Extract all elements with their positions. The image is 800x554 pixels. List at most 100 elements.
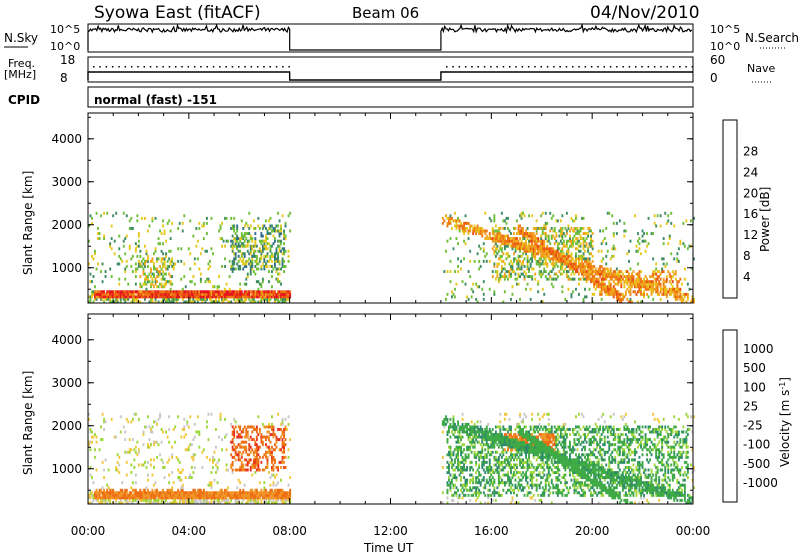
heatmap-cell xyxy=(265,265,267,268)
heatmap-cell xyxy=(239,425,242,429)
heatmap-cell xyxy=(488,471,491,475)
heatmap-cell xyxy=(507,216,509,220)
heatmap-cell xyxy=(136,290,139,294)
heatmap-cell xyxy=(144,282,146,286)
heatmap-cell xyxy=(271,491,273,495)
heatmap-cell xyxy=(479,232,482,236)
heatmap-cell xyxy=(91,493,93,497)
heatmap-cell xyxy=(192,455,195,459)
heatmap-cell xyxy=(458,433,461,437)
heatmap-cell xyxy=(202,221,205,225)
heatmap-cell xyxy=(499,476,502,480)
heatmap-cell xyxy=(470,438,473,442)
heatmap-cell xyxy=(641,282,644,286)
heatmap-cell xyxy=(473,433,476,437)
heatmap-cell xyxy=(265,501,267,505)
heatmap-cell xyxy=(249,498,252,502)
heatmap-cell xyxy=(202,493,205,497)
heatmap-cell xyxy=(157,300,160,304)
heatmap-cell xyxy=(467,438,470,442)
heatmap-cell xyxy=(283,460,286,464)
heatmap-cell xyxy=(218,229,221,233)
heatmap-cell xyxy=(525,234,528,238)
heatmap-cell xyxy=(153,496,155,500)
heatmap-cell xyxy=(602,229,605,233)
heatmap-cell xyxy=(183,501,186,505)
heatmap-cell xyxy=(265,262,267,266)
heatmap-cell xyxy=(165,496,168,500)
heatmap-cell xyxy=(172,496,175,500)
heatmap-cell xyxy=(195,493,198,497)
heatmap-cell xyxy=(508,466,511,469)
heatmap-cell xyxy=(496,229,499,233)
heatmap-cell xyxy=(281,292,284,296)
heatmap-cell xyxy=(479,473,482,477)
heatmap-cell xyxy=(154,498,157,502)
heatmap-cell xyxy=(148,295,151,299)
heatmap-cell xyxy=(685,292,688,296)
heatmap-cell xyxy=(263,297,266,301)
heatmap-cell xyxy=(115,466,118,469)
heatmap-cell xyxy=(673,224,676,228)
heatmap-cell xyxy=(466,455,469,459)
heatmap-cell xyxy=(199,501,202,505)
heatmap-cell xyxy=(196,295,199,299)
heatmap-cell xyxy=(254,440,257,444)
heatmap-cell xyxy=(476,229,479,233)
heatmap-cell xyxy=(691,297,694,301)
heatmap-cell xyxy=(516,425,518,429)
heatmap-cell xyxy=(193,295,196,299)
heatmap-cell xyxy=(452,498,455,502)
freq-point xyxy=(193,66,196,68)
heatmap-cell xyxy=(679,277,682,281)
heatmap-cell xyxy=(160,267,163,271)
heatmap-cell xyxy=(254,471,257,475)
heatmap-cell xyxy=(251,496,254,500)
heatmap-cell xyxy=(472,229,475,233)
heatmap-cell xyxy=(153,295,155,299)
heatmap-cell xyxy=(494,229,497,233)
heatmap-cell xyxy=(116,295,119,299)
heatmap-cell xyxy=(653,282,656,286)
heatmap-cell xyxy=(165,267,168,271)
heatmap-cell xyxy=(258,493,261,497)
heatmap-cell xyxy=(494,435,497,439)
heatmap-cell xyxy=(525,239,528,243)
heatmap-cell xyxy=(227,292,230,296)
heatmap-cell xyxy=(94,297,96,301)
heatmap-cell xyxy=(134,445,137,449)
heatmap-cell xyxy=(245,277,248,281)
heatmap-cell xyxy=(446,460,449,464)
heatmap-cell xyxy=(550,252,553,256)
heatmap-cell xyxy=(485,466,488,469)
heatmap-cell xyxy=(190,476,193,480)
heatmap-cell xyxy=(145,282,148,286)
heatmap-cell xyxy=(484,438,487,442)
heatmap-cell xyxy=(91,280,93,284)
heatmap-cell xyxy=(189,300,192,304)
heatmap-cell xyxy=(487,433,490,437)
heatmap-cell xyxy=(591,239,594,243)
heatmap-cell xyxy=(520,435,523,439)
heatmap-cell xyxy=(169,300,172,304)
heatmap-cell xyxy=(513,252,515,256)
freq-label-2: [MHz] xyxy=(4,68,36,81)
heatmap-cell xyxy=(564,244,567,248)
heatmap-cell xyxy=(246,491,249,495)
heatmap-cell xyxy=(150,300,152,304)
heatmap-cell xyxy=(269,247,272,251)
heatmap-cell xyxy=(485,440,488,444)
heatmap-cell xyxy=(228,292,231,296)
heatmap-cell xyxy=(89,448,92,452)
nave-tick-top: 60 xyxy=(710,53,725,67)
heatmap-cell xyxy=(233,257,236,261)
heatmap-cell xyxy=(467,448,470,452)
heatmap-cell xyxy=(134,249,137,253)
heatmap-cell xyxy=(500,234,503,238)
heatmap-cell xyxy=(147,443,149,447)
heatmap-cell xyxy=(448,430,450,434)
heatmap-cell xyxy=(196,430,199,434)
heatmap-cell xyxy=(479,229,482,233)
heatmap-cell xyxy=(89,493,92,497)
heatmap-cell xyxy=(541,244,544,248)
